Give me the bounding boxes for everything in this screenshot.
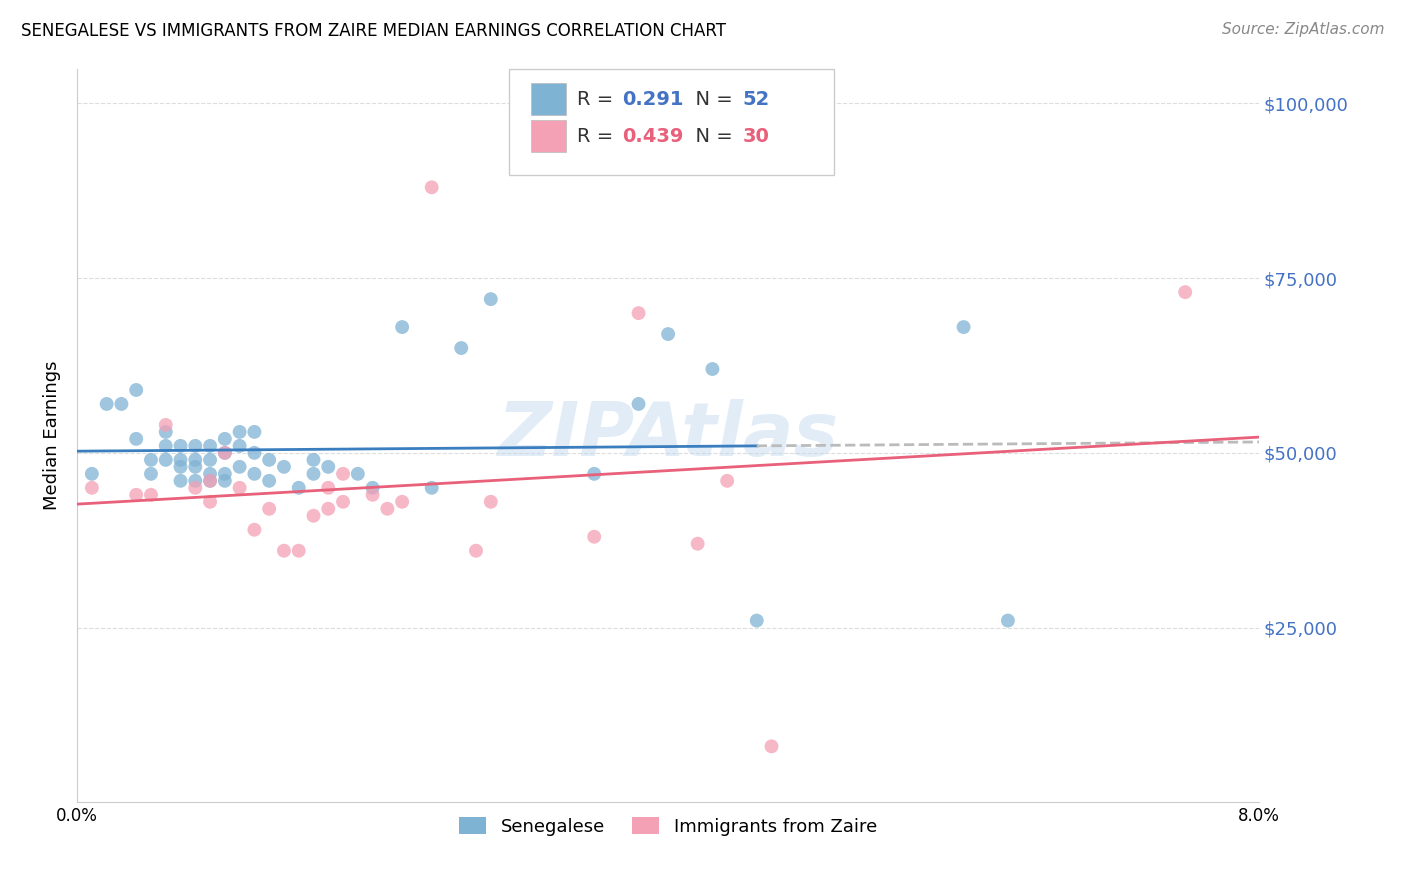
Point [420,180,443,194]
Point [198,467,221,481]
Point [184,474,207,488]
Point [302,453,325,467]
Point [332,495,354,509]
Point [125,383,148,397]
Point [198,453,221,467]
Point [377,501,399,516]
Text: R =: R = [576,127,620,145]
Point [686,537,709,551]
Point [80,481,103,495]
Point [273,543,295,558]
Point [184,459,207,474]
Point [952,320,974,334]
Point [391,495,413,509]
Point [287,481,309,495]
Point [184,453,207,467]
Legend: Senegalese, Immigrants from Zaire: Senegalese, Immigrants from Zaire [450,808,886,845]
Point [243,446,266,460]
Point [198,439,221,453]
Text: SENEGALESE VS IMMIGRANTS FROM ZAIRE MEDIAN EARNINGS CORRELATION CHART: SENEGALESE VS IMMIGRANTS FROM ZAIRE MEDI… [21,22,725,40]
Point [96,397,118,411]
Point [361,481,384,495]
Point [169,474,191,488]
Point [302,508,325,523]
Point [228,459,250,474]
Point [273,459,295,474]
Point [627,306,650,320]
Point [125,488,148,502]
Text: 52: 52 [742,90,770,109]
Point [316,501,339,516]
Text: ZIPAtlas: ZIPAtlas [498,399,838,472]
Point [346,467,368,481]
Point [361,488,384,502]
Point [479,495,502,509]
Point [243,523,266,537]
Point [214,446,236,460]
Point [465,543,488,558]
Point [302,467,325,481]
Point [139,453,162,467]
Point [316,481,339,495]
FancyBboxPatch shape [531,120,567,153]
Point [243,467,266,481]
Point [155,453,177,467]
FancyBboxPatch shape [531,83,567,115]
Point [627,397,650,411]
Text: R =: R = [576,90,620,109]
Point [139,467,162,481]
Point [332,467,354,481]
Text: N =: N = [683,127,740,145]
Point [214,446,236,460]
Point [155,417,177,432]
Point [198,495,221,509]
Point [450,341,472,355]
Point [287,543,309,558]
Text: 0.291: 0.291 [621,90,683,109]
Point [228,481,250,495]
Point [391,320,413,334]
Point [110,397,132,411]
Point [997,614,1019,628]
Point [257,453,280,467]
Point [155,425,177,439]
Point [716,474,738,488]
Text: 0.439: 0.439 [621,127,683,145]
Point [169,459,191,474]
Point [214,474,236,488]
Point [583,467,606,481]
Point [702,362,724,376]
Point [169,453,191,467]
Point [139,488,162,502]
Point [184,439,207,453]
Text: Source: ZipAtlas.com: Source: ZipAtlas.com [1222,22,1385,37]
Point [316,459,339,474]
Point [479,292,502,306]
Point [184,481,207,495]
Point [1174,285,1197,300]
Point [583,530,606,544]
Point [243,425,266,439]
Point [228,425,250,439]
Point [228,439,250,453]
Point [214,432,236,446]
Point [761,739,783,754]
Point [198,474,221,488]
Point [257,474,280,488]
Point [169,439,191,453]
Point [657,327,679,342]
Point [80,467,103,481]
Y-axis label: Median Earnings: Median Earnings [44,360,60,510]
Point [745,614,768,628]
FancyBboxPatch shape [509,69,834,175]
Text: N =: N = [683,90,740,109]
Text: 30: 30 [742,127,769,145]
Point [214,467,236,481]
Point [257,501,280,516]
Point [420,481,443,495]
Point [198,474,221,488]
Point [125,432,148,446]
Point [155,439,177,453]
